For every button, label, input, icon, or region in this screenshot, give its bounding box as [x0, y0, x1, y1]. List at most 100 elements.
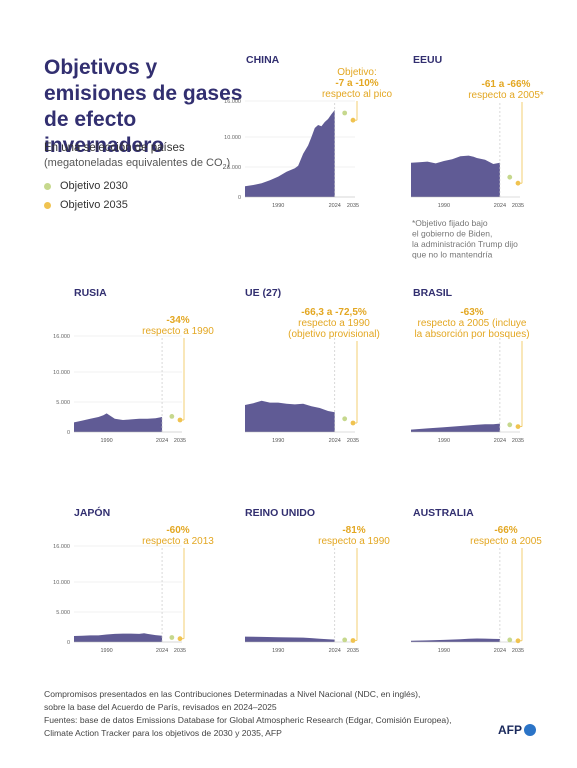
emissions-area-japon — [74, 633, 163, 642]
emissions-area-reino-unido — [245, 636, 335, 642]
x-tick-label: 1990 — [272, 438, 284, 444]
footnote-line: que no lo mantendría — [412, 250, 493, 260]
target-2035-point — [515, 424, 521, 429]
chart-australia: AUSTRALIA 1990 2024 2035 -66%respecto a 2005 — [411, 507, 542, 654]
footer-line-1: Compromisos presentados en las Contribuc… — [44, 689, 421, 699]
emissions-area-china — [245, 110, 335, 197]
target-text-line: Objetivo: — [337, 67, 376, 78]
chart-japon: JAPÓN 0 5.000 10.000 16.000 1990 2024 2035 -60%r… — [53, 506, 214, 654]
target-text-line: -61 a -66% — [482, 79, 531, 90]
chart-ue-27: UE (27) 1990 2024 2035 -66,3 a -72,5%respect… — [245, 287, 380, 444]
target-2030-point — [342, 416, 348, 422]
emissions-area-rusia — [74, 413, 163, 432]
x-tick-label: 2035 — [347, 648, 359, 654]
target-text-line: la absorción por bosques) — [414, 329, 529, 340]
target-2035-point — [177, 636, 183, 642]
target-2030-point — [342, 637, 348, 643]
country-label-china: CHINA — [246, 54, 280, 66]
country-label-eeuu: EEUU — [413, 54, 442, 66]
x-tick-label: 2024 — [329, 648, 341, 654]
x-tick-label: 2035 — [512, 438, 524, 444]
page-title: Objetivos y emisiones de gases de efecto… — [44, 56, 243, 157]
chart-brasil: BRASIL 1990 2024 2035 -63%respecto a 2005 (i… — [411, 287, 530, 444]
units-label: (megatoneladas equivalentes de CO2) — [44, 157, 230, 171]
x-tick-label: 2024 — [329, 438, 341, 444]
target-text-line: (objetivo provisional) — [288, 329, 380, 340]
x-tick-label: 2024 — [156, 648, 168, 654]
target-text-line: respecto a 1990 — [298, 318, 370, 329]
target-2035-point — [350, 638, 356, 643]
x-tick-label: 2024 — [494, 203, 506, 209]
footer-line-3: Fuentes: base de datos Emissions Databas… — [44, 715, 452, 725]
y-tick-label: 10.000 — [224, 135, 241, 141]
target-text-line: -60% — [166, 525, 189, 536]
x-tick-label: 1990 — [272, 648, 284, 654]
legend-dot-2030 — [44, 182, 51, 190]
y-tick-label: 16.000 — [53, 544, 70, 550]
x-tick-label: 1990 — [272, 203, 284, 209]
x-tick-label: 2024 — [494, 438, 506, 444]
units-text: (megatoneladas equivalentes de CO — [44, 157, 223, 169]
target-text-line: -63% — [460, 307, 483, 318]
country-label-rusia: RUSIA — [74, 287, 107, 299]
x-tick-label: 2024 — [156, 438, 168, 444]
target-2030-point — [169, 635, 175, 640]
x-tick-label: 1990 — [100, 648, 112, 654]
subtitle: En una selección de países — [44, 142, 185, 154]
x-tick-label: 1990 — [100, 438, 112, 444]
legend-item-2035: Objetivo 2035 — [44, 199, 128, 211]
y-tick-label: 0 — [67, 640, 70, 646]
target-2030-point — [507, 637, 513, 643]
afp-logo-dot — [524, 724, 536, 736]
emissions-area-brasil — [411, 423, 500, 432]
units-subscript: 2 — [222, 164, 227, 172]
x-tick-label: 2035 — [174, 438, 186, 444]
footnote-line: *Objetivo fijado bajo — [412, 218, 488, 228]
target-2030-point — [507, 422, 513, 428]
legend-label-2035: Objetivo 2035 — [60, 199, 128, 211]
footer-line-2: sobre la base del Acuerdo de París, revi… — [44, 702, 277, 712]
country-label-brasil: BRASIL — [413, 287, 453, 299]
y-tick-label: 5.000 — [56, 400, 70, 406]
emissions-area-ue-27 — [245, 400, 335, 432]
target-2030-point — [169, 414, 175, 419]
footnote-line: la administración Trump dijo — [412, 239, 518, 249]
emissions-area-eeuu — [411, 155, 500, 197]
target-text-line: respecto a 2005 — [470, 536, 542, 547]
units-close: ) — [226, 157, 231, 169]
country-label-ue-27: UE (27) — [245, 287, 281, 299]
country-label-japon: JAPÓN — [74, 506, 110, 519]
target-text-line: -7 a -10% — [335, 78, 378, 89]
target-2035-point — [177, 417, 183, 423]
y-tick-label: 0 — [67, 430, 70, 436]
target-2035-point — [515, 180, 521, 186]
chart-china: CHINA 0 5.000 10.000 16.000 1990 2024 2035 Objet… — [224, 54, 392, 209]
country-label-reino-unido: REINO UNIDO — [245, 507, 315, 519]
target-2035-point — [350, 117, 356, 123]
target-text-line: respecto a 1990 — [318, 536, 390, 547]
legend-label-2030: Objetivo 2030 — [60, 180, 128, 192]
y-tick-label: 0 — [238, 195, 241, 201]
country-label-australia: AUSTRALIA — [413, 507, 474, 519]
afp-logo: AFP — [498, 723, 536, 737]
y-tick-label: 10.000 — [53, 580, 70, 586]
x-tick-label: 2035 — [512, 203, 524, 209]
footnote-line: el gobierno de Biden, — [412, 229, 492, 239]
y-tick-label: 5.000 — [56, 610, 70, 616]
target-text-line: -66% — [494, 525, 517, 536]
y-tick-label: 16.000 — [53, 334, 70, 340]
x-tick-label: 2024 — [329, 203, 341, 209]
x-tick-label: 2035 — [174, 648, 186, 654]
target-text-line: respecto a 2005* — [468, 90, 544, 101]
target-text-line: respecto a 1990 — [142, 326, 214, 337]
target-text-line: respecto a 2013 — [142, 536, 214, 547]
target-text-line: -66,3 a -72,5% — [301, 307, 367, 318]
x-tick-label: 2035 — [512, 648, 524, 654]
y-tick-label: 5.000 — [227, 165, 241, 171]
footer-line-4: Climate Action Tracker para los objetivo… — [44, 728, 282, 738]
legend-item-2030: Objetivo 2030 — [44, 180, 128, 192]
y-tick-label: 10.000 — [53, 370, 70, 376]
x-tick-label: 2024 — [494, 648, 506, 654]
target-text-line: -34% — [166, 315, 189, 326]
chart-rusia: RUSIA 0 5.000 10.000 16.000 1990 2024 2035 -34%r… — [53, 287, 214, 444]
